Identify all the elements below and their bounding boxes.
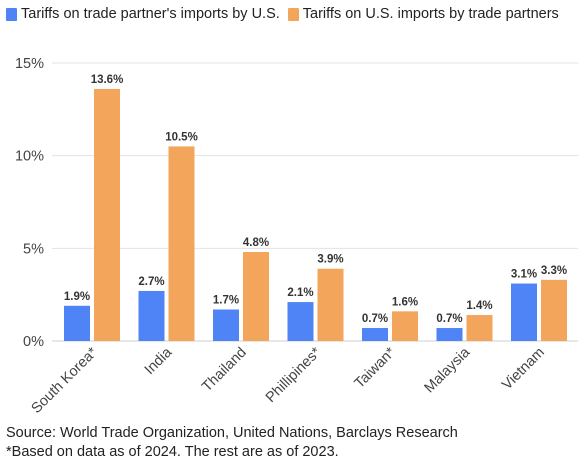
legend-swatch-blue — [6, 7, 17, 21]
legend-item-partner-tariffs: Tariffs on U.S. imports by trade partner… — [287, 6, 559, 22]
bar — [64, 305, 90, 341]
legend-label-us-tariffs: Tariffs on trade partner's imports by U.… — [21, 6, 280, 22]
x-tick-label: Taiwan* — [352, 344, 399, 391]
data-label: 1.6% — [392, 296, 418, 308]
y-tick-label: 10% — [15, 149, 44, 165]
data-label: 13.6% — [91, 74, 124, 86]
legend: Tariffs on trade partner's imports by U.… — [6, 6, 559, 22]
x-tick-label: Phillipines* — [263, 344, 325, 406]
data-label: 0.7% — [362, 313, 388, 325]
bar — [436, 328, 463, 341]
x-tick-label: India — [142, 344, 176, 378]
data-label: 1.7% — [213, 294, 239, 306]
bar — [94, 88, 120, 342]
data-label: 2.7% — [138, 276, 164, 288]
data-label: 4.8% — [243, 237, 269, 249]
y-tick-label: 0% — [23, 334, 44, 350]
footnote-text: *Based on data as of 2024. The rest are … — [6, 444, 339, 460]
x-tick-label: Thailand — [199, 345, 250, 396]
source-text: Source: World Trade Organization, United… — [6, 425, 458, 441]
x-tick-label: Vietnam — [499, 345, 548, 394]
legend-label-partner-tariffs: Tariffs on U.S. imports by trade partner… — [302, 6, 559, 22]
bar — [511, 283, 537, 341]
x-tick-label: South Korea* — [29, 344, 102, 417]
x-tick-label: Malaysia — [422, 344, 474, 396]
bar — [317, 268, 344, 341]
data-label: 3.1% — [511, 269, 537, 281]
data-label: 3.9% — [317, 254, 343, 266]
legend-swatch-orange — [287, 7, 299, 21]
bar — [213, 309, 239, 341]
bar — [541, 279, 567, 341]
plot-area: 0% 5% 10% 15% 1.9% 13.6% South Korea* 2.7% 10.5%… — [15, 56, 578, 417]
bar — [243, 252, 269, 341]
data-label: 1.4% — [466, 300, 492, 312]
y-tick-label: 5% — [23, 241, 44, 257]
bar — [392, 311, 418, 341]
data-label: 3.3% — [541, 265, 567, 277]
data-label: 10.5% — [165, 131, 198, 143]
data-label: 1.9% — [64, 291, 90, 303]
legend-item-us-tariffs: Tariffs on trade partner's imports by U.… — [6, 6, 280, 22]
bar — [362, 328, 388, 341]
y-tick-label: 15% — [15, 56, 44, 72]
footer: Source: World Trade Organization, United… — [6, 424, 458, 462]
data-label: 2.1% — [287, 287, 313, 299]
data-label: 0.7% — [436, 313, 462, 325]
bar — [466, 315, 493, 341]
bar — [138, 290, 165, 341]
bar — [287, 302, 314, 341]
bar — [168, 146, 195, 341]
